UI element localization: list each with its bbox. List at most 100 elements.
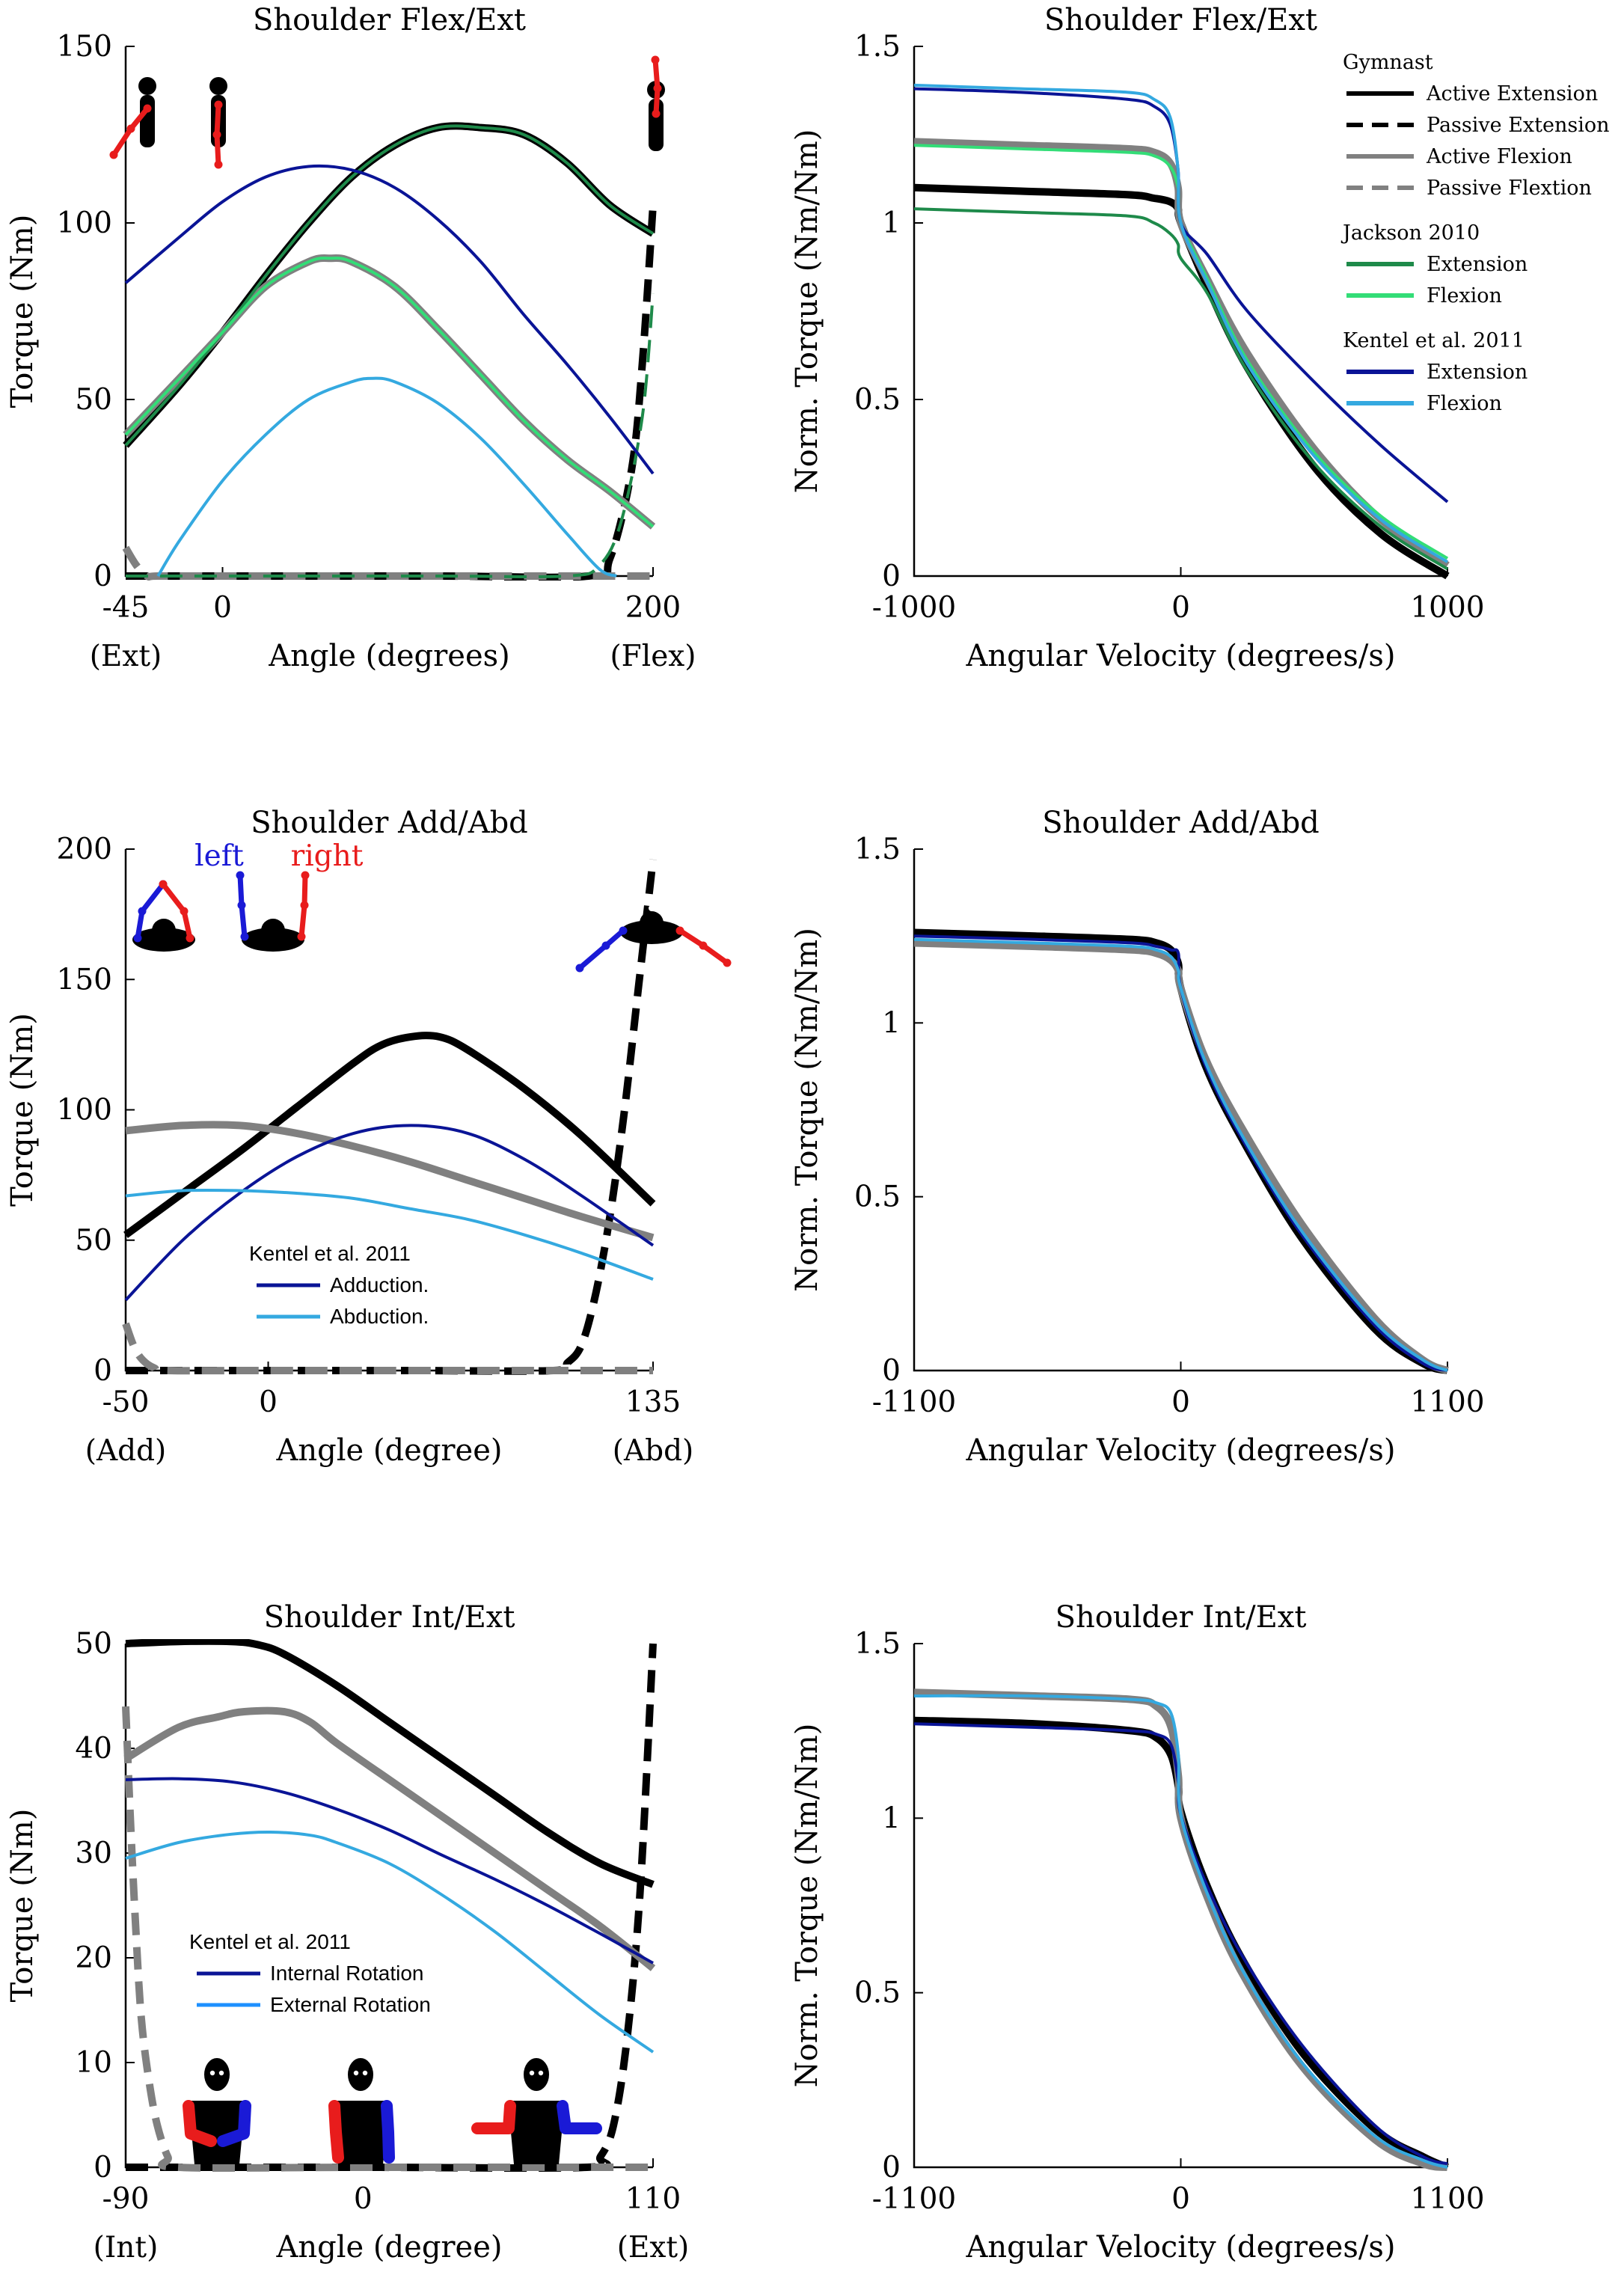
chart-title: Shoulder Add/Abd [1042,806,1320,840]
y-tick-label: 20 [75,1941,112,1975]
chart-title: Shoulder Int/Ext [264,1600,515,1635]
gymnast-abducted-arms-icon [575,905,732,973]
gymnast-adducted-arms-icon [132,880,195,952]
gymnast-arm-flexed-icon [647,55,665,151]
x-tick-label: 110 [625,2182,681,2216]
y-tick-label: 0 [94,1354,112,1388]
y-tick-label: 0 [94,2151,112,2184]
series-line-active-flexion [123,1706,656,1971]
y-tick-label: 1 [882,1801,901,1835]
series-lines [122,122,657,581]
series-line-passive-flextion [122,1706,653,2172]
x-axis-label: Angle (degree) [276,1433,503,1468]
series-line-abduction- [125,1188,654,1281]
legend-flexext: Gymnast Active Extension Passive Extension… [1340,51,1610,415]
axes [913,849,1447,1372]
chart-title: Shoulder Int/Ext [1055,1600,1307,1635]
x-tick-label: -1100 [872,1385,956,1419]
y-axis-label: Torque (Nm) [5,215,40,408]
x-tick-label: 1100 [1410,1385,1484,1419]
y-tick-label: 50 [75,1224,112,1258]
y-tick-label: 0 [94,560,112,593]
gymnast-internal-rotation-icon [183,2058,251,2164]
gymnast-neutral-arms-icon [236,871,310,952]
legend-item-label: Passive Flextion [1427,177,1592,200]
series-line-passive-flextion [122,1322,653,1375]
legend-item-label: Active Extension [1426,82,1598,105]
x-range-note-right: (Ext) [617,2231,690,2265]
x-range-note-right: (Abd) [613,1434,694,1468]
legend-item-label: External Rotation [270,1993,431,2016]
series-line-jackson-2010-flexion [124,257,655,528]
series-line-active-flexion [913,939,1449,1374]
x-tick-label: 0 [1171,1385,1190,1419]
chart-title: Shoulder Flex/Ext [253,3,526,37]
series-line-passive-extension [126,205,657,581]
series-line-active-flexion [125,1121,655,1242]
series-lines [913,928,1449,1374]
series-line-adduction- [124,1124,655,1302]
y-tick-label: 100 [57,1094,112,1127]
x-tick-label: 200 [625,591,681,625]
x-tick-label: 0 [1171,2182,1190,2216]
y-tick-label: 1.5 [854,30,901,64]
series-line-active-extension [913,183,1450,580]
series-lines [913,83,1450,580]
series-line-internal-rotation [125,1777,654,1965]
y-axis-label: Norm. Torque (Nm/Nm) [790,928,824,1292]
series-lines [913,1688,1449,2171]
x-tick-label: -50 [102,1385,150,1419]
series-line-jackson-2010-extension [913,207,1449,571]
y-tick-label: 0.5 [854,1977,901,2010]
y-tick-label: 50 [75,1627,112,1661]
y-tick-label: 200 [57,833,112,866]
series-lines [122,859,657,1375]
y-tick-label: 40 [75,1732,112,1766]
legend-item-label: Internal Rotation [270,1962,423,1985]
y-tick-label: 1 [882,206,901,240]
y-tick-label: 10 [75,2046,112,2080]
x-tick-label: 1000 [1410,591,1484,625]
legend-item-label: Abduction. [330,1305,429,1328]
x-axis-label: Angle (degrees) [268,639,510,673]
series-line-external-rotation [913,1694,1448,2169]
x-tick-label: -1000 [872,591,956,625]
y-tick-label: 1.5 [854,1627,901,1661]
y-axis-label: Norm. Torque (Nm/Nm) [790,1724,824,2088]
legend-group-title: Kentel et al. 2011 [189,1930,351,1953]
legend-group-title: Gymnast [1343,51,1433,74]
legend-item-label: Extension [1427,361,1528,384]
legend-item-label: Flexion [1427,284,1502,307]
y-tick-label: 1.5 [854,833,901,866]
y-tick-label: 150 [57,30,112,64]
series-line-kentel-et-al-2011-extension [124,164,655,475]
legend-item-label: Extension [1427,253,1528,276]
y-axis-label: Torque (Nm) [5,1809,40,2003]
right-arm-label: right [291,839,364,873]
x-tick-label: -45 [102,591,150,625]
x-range-note-left: (Ext) [90,640,162,673]
x-range-note-right: (Flex) [610,640,696,673]
x-tick-label: 135 [625,1385,681,1419]
x-tick-label: 0 [259,1385,278,1419]
legend-kentel-4: Kentel et al. 2011 Internal Rotation Exter… [189,1930,431,2016]
series-line-passive-extension [126,1643,657,2172]
y-tick-label: 0.5 [854,1181,901,1214]
y-tick-label: 50 [75,383,112,417]
x-tick-label: -1100 [872,2182,956,2216]
legend-item-label: Flexion [1427,392,1502,415]
series-line-jackson-2010-extension-passive [126,293,655,579]
series-line-kentel-et-al-2011-flexion [156,376,617,578]
legend-item-label: Adduction. [330,1273,429,1296]
x-range-note-left: (Int) [94,2231,159,2265]
y-tick-label: 0 [882,560,901,593]
y-axis-label: Norm. Torque (Nm/Nm) [790,129,824,494]
x-axis-label: Angular Velocity (degrees/s) [966,2230,1396,2265]
series-line-active-extension [125,1639,655,1888]
y-tick-label: 0 [882,1354,901,1388]
legend-item-label: Passive Extension [1427,114,1610,137]
chart-title: Shoulder Flex/Ext [1044,3,1317,37]
